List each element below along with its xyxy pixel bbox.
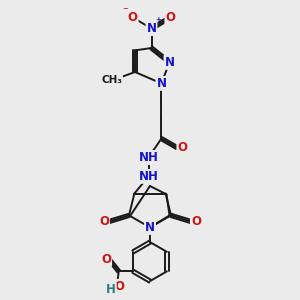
Text: O: O (99, 215, 109, 228)
Text: O: O (101, 253, 111, 266)
Text: N: N (164, 56, 175, 69)
Text: O: O (128, 11, 138, 24)
Text: O: O (177, 141, 188, 154)
Text: N: N (156, 77, 167, 90)
Text: H: H (106, 284, 116, 296)
Text: ⁺: ⁺ (155, 17, 161, 27)
Text: NH: NH (139, 170, 158, 183)
Text: N: N (146, 22, 157, 35)
Text: CH₃: CH₃ (101, 75, 122, 85)
Text: O: O (115, 280, 124, 293)
Text: O: O (165, 11, 176, 24)
Text: N: N (145, 221, 155, 234)
Text: NH: NH (139, 151, 158, 164)
Text: ⁻: ⁻ (122, 6, 128, 16)
Text: O: O (191, 215, 201, 228)
